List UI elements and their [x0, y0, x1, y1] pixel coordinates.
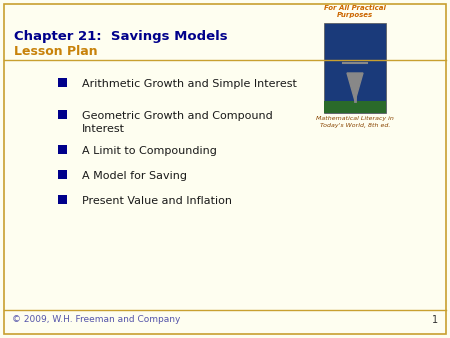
Text: 1: 1 — [432, 315, 438, 325]
Bar — [58, 195, 67, 204]
Bar — [58, 78, 67, 87]
Text: Present Value and Inflation: Present Value and Inflation — [82, 196, 232, 206]
Polygon shape — [347, 73, 363, 101]
Text: © 2009, W.H. Freeman and Company: © 2009, W.H. Freeman and Company — [12, 315, 180, 324]
Text: Chapter 21:  Savings Models: Chapter 21: Savings Models — [14, 30, 228, 43]
Text: A Model for Saving: A Model for Saving — [82, 171, 187, 181]
Bar — [58, 145, 67, 154]
Bar — [324, 23, 386, 113]
Text: A Limit to Compounding: A Limit to Compounding — [82, 146, 217, 156]
Text: For All Practical: For All Practical — [324, 5, 386, 11]
Bar — [324, 101, 386, 113]
Text: Purposes: Purposes — [337, 12, 373, 18]
Text: Geometric Growth and Compound
Interest: Geometric Growth and Compound Interest — [82, 111, 273, 134]
Text: Mathematical Literacy in
Today's World, 8th ed.: Mathematical Literacy in Today's World, … — [316, 116, 394, 128]
Text: Arithmetic Growth and Simple Interest: Arithmetic Growth and Simple Interest — [82, 79, 297, 89]
Bar — [58, 170, 67, 179]
Bar — [58, 110, 67, 119]
Text: Lesson Plan: Lesson Plan — [14, 45, 98, 58]
